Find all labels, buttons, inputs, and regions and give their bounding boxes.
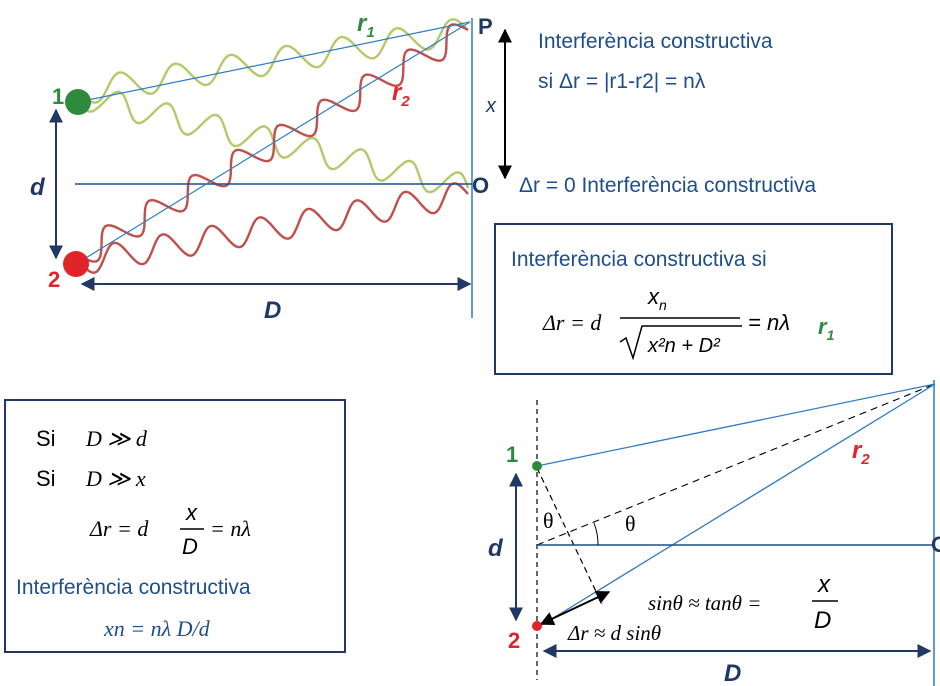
approx-heading: Interferència constructiva (16, 576, 251, 599)
red-wave-to-O (79, 182, 469, 274)
exact-condition-box (494, 223, 893, 375)
exact-lhs: Δr = d (542, 310, 602, 335)
bisector-dashed (536, 383, 936, 546)
perpendicular-dashed (536, 467, 603, 605)
approx-box (4, 399, 346, 653)
bottom-label-D: D (724, 660, 741, 686)
label-d: d (30, 174, 46, 201)
exact-formula: Δr = d xn x²n + D² = nλ r1 (542, 284, 835, 361)
theta-arc (593, 522, 599, 546)
label-point-P: P (478, 14, 493, 39)
source-2-dot (63, 251, 89, 277)
bottom-label-O: O (931, 532, 940, 557)
heading-constructive: Interferència constructiva (538, 30, 773, 53)
bottom-label-1: 1 (506, 442, 518, 467)
source-1-dot (65, 89, 91, 115)
approx-eq-lhs: Δr = d (89, 516, 149, 541)
bottom-source-1-dot (532, 461, 542, 471)
sqrt-sign (619, 325, 742, 361)
path-difference-label: Δr ≈ d sinθ (567, 621, 661, 645)
theta-label-left: θ (543, 508, 554, 533)
approx-eq-rhs: = nλ (210, 516, 251, 541)
sin-tan-equation: sinθ ≈ tanθ = (648, 591, 761, 615)
theta-label-right: θ (625, 511, 636, 536)
exact-box-title: Interferència constructiva si (511, 248, 767, 271)
bottom-ray-2 (536, 383, 936, 629)
ray-r2 (75, 21, 471, 265)
bottom-label-d: d (488, 535, 504, 562)
approx-eq-den: D (182, 534, 198, 559)
label-x: x (485, 95, 497, 117)
wave-trains (78, 18, 470, 274)
exact-r1-label: r1 (818, 314, 835, 343)
label-source-2: 2 (48, 267, 60, 292)
exact-numerator: xn (647, 284, 667, 313)
approx-eq-num: x (185, 500, 198, 525)
sin-frac-den: D (814, 607, 831, 634)
condition-equation: si Δr = |r1-r2| = nλ (538, 70, 706, 93)
bottom-ray-1 (536, 383, 936, 467)
label-point-O: O (472, 173, 489, 198)
bottom-label-r2: r2 (852, 437, 870, 468)
label-D: D (264, 297, 281, 324)
exact-rhs: = nλ (748, 310, 790, 335)
bottom-label-2: 2 (508, 628, 520, 653)
approx-si-1: Si (36, 426, 56, 451)
approx-cond-2: D ≫ x (85, 466, 146, 491)
approx-si-2: Si (36, 466, 56, 491)
exact-denominator: x²n + D² (647, 335, 721, 357)
approx-cond-1: D ≫ d (85, 426, 148, 451)
green-wave-to-P (79, 18, 469, 104)
approx-result: xn = nλ D/d (103, 616, 211, 641)
label-source-1: 1 (52, 84, 64, 109)
label-r1: r1 (357, 10, 375, 41)
label-r2: r2 (392, 79, 410, 110)
sin-frac-num: x (817, 571, 831, 598)
bottom-source-2-dot (532, 621, 542, 631)
ray-r1 (77, 21, 471, 103)
zero-path-condition: Δr = 0 Interferència constructiva (519, 174, 816, 197)
path-difference-arrow (539, 591, 611, 625)
